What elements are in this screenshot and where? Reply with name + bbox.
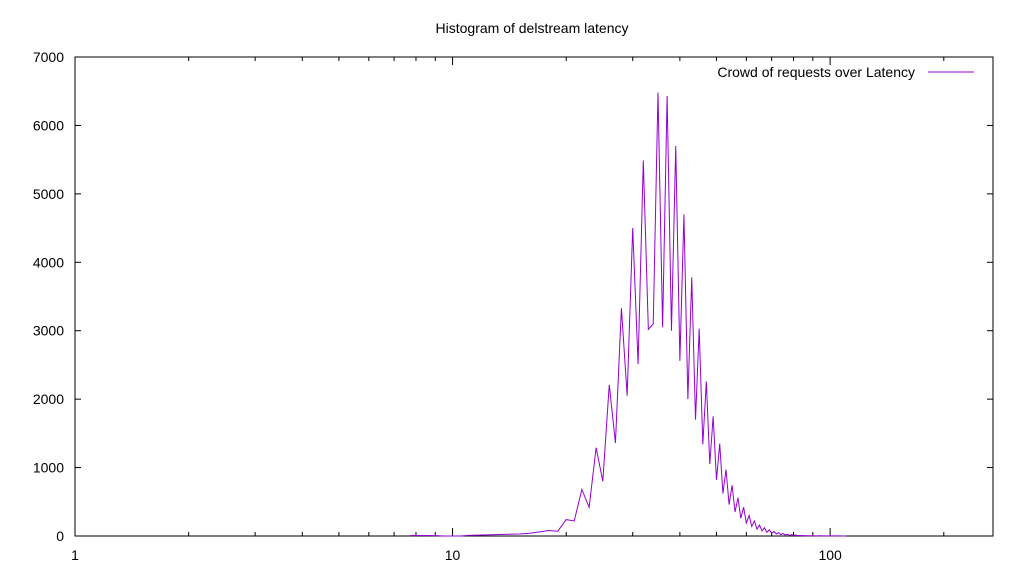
y-tick-label: 1000 [33,460,64,476]
x-tick-label: 10 [445,547,461,563]
y-tick-label: 0 [56,528,64,544]
x-tick-label: 100 [818,547,842,563]
plot-area-border [74,56,994,537]
series-line [409,92,846,537]
y-tick-label: 6000 [33,117,64,133]
legend-label: Crowd of requests over Latency [717,64,915,80]
y-tick-label: 5000 [33,186,64,202]
chart-title: Histogram of delstream latency [436,20,629,36]
legend: Crowd of requests over Latency [717,64,974,80]
y-tick-label: 4000 [33,254,64,270]
y-tick-label: 7000 [33,49,64,65]
axis-ticks: 0 1000 2000 3000 4000 5000 6000 7000 1 10 100 [33,49,993,563]
y-tick-label: 2000 [33,391,64,407]
series-group [409,92,846,537]
y-tick-label: 3000 [33,323,64,339]
x-tick-label: 1 [71,547,79,563]
